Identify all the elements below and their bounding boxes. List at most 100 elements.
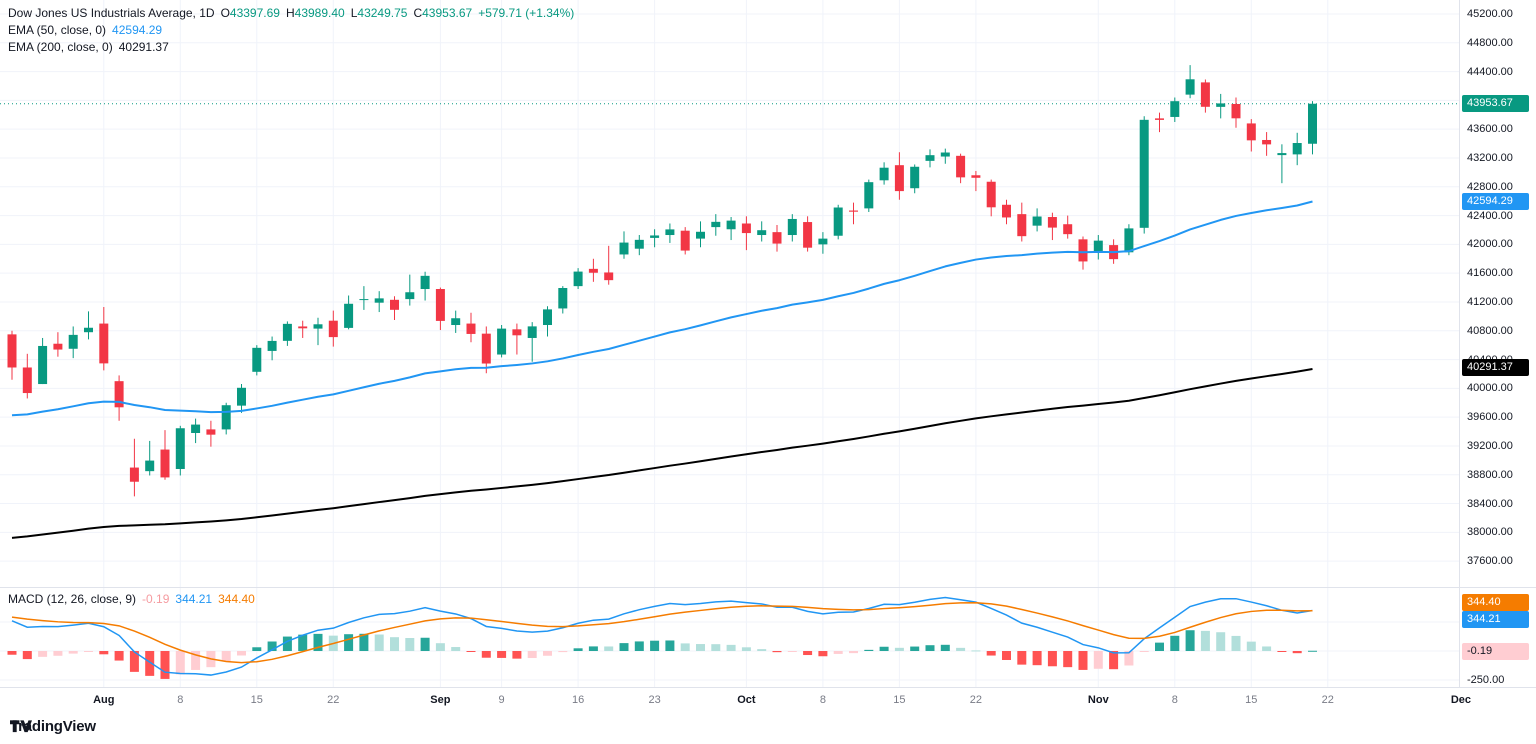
price-axis[interactable]: 43953.67 42594.29 40291.37 344.40 344.21… [1459, 0, 1536, 713]
macd-line-badge: 344.21 [1462, 611, 1529, 629]
macd-label: MACD (12, 26, close, 9) [8, 592, 137, 606]
candle [38, 345, 48, 385]
ema200-price-badge: 40291.37 [1462, 358, 1529, 376]
time-tick-label: 8 [1171, 694, 1178, 706]
candle [191, 424, 201, 434]
ema200-legend-row[interactable]: EMA (200, close, 0) 40291.37 [8, 39, 574, 56]
price-tick-label: 40000.00 [1467, 382, 1513, 395]
macd-tick-label: -250.00 [1467, 674, 1505, 686]
candle [803, 222, 813, 248]
candle [588, 268, 598, 273]
ema-200-line [11, 368, 1313, 539]
candle [711, 221, 721, 228]
candle [145, 460, 155, 472]
candle [53, 343, 63, 350]
time-tick-label: 8 [819, 694, 826, 706]
ema50-legend-row[interactable]: EMA (50, close, 0) 42594.29 [8, 22, 574, 39]
time-tick-label: Oct [737, 694, 756, 706]
candle [160, 449, 170, 478]
candle [420, 275, 430, 290]
macd-hist-value: -0.19 [142, 592, 170, 606]
candle [1017, 214, 1027, 237]
candle [1262, 139, 1272, 145]
pane-separator[interactable] [0, 587, 1536, 588]
candle [1047, 217, 1057, 228]
candle [114, 381, 124, 408]
candle [7, 334, 17, 368]
macd-hist-badge: -0.19 [1462, 642, 1529, 660]
candle [328, 320, 338, 338]
candle [129, 467, 139, 482]
ohlc-open: O 43397.69 [220, 6, 280, 20]
macd-line-value: 344.21 [175, 592, 213, 606]
candle [1292, 143, 1302, 155]
macd-histogram [7, 630, 1317, 679]
candle [466, 323, 476, 334]
ema-50-line [11, 200, 1313, 417]
candle [497, 328, 507, 355]
candle [267, 340, 277, 351]
macd-legend: MACD (12, 26, close, 9) -0.19 344.21 344… [8, 591, 255, 608]
time-tick-label: Aug [93, 694, 115, 706]
candle [435, 289, 445, 321]
candle [1139, 119, 1149, 228]
candle [22, 367, 32, 394]
symbol-legend-row[interactable]: Dow Jones US Industrials Average, 1D O 43… [8, 5, 574, 22]
candle [1078, 239, 1088, 262]
candle [237, 387, 246, 406]
candle [1277, 153, 1287, 156]
candle [1063, 224, 1073, 235]
time-axis[interactable]: Aug 8 15 22 Sep 9 16 23 Oct 8 15 22 Nov 8 15 22 Dec [0, 687, 1536, 714]
candle [405, 292, 415, 300]
macd-legend-row[interactable]: MACD (12, 26, close, 9) -0.19 344.21 344… [8, 591, 255, 608]
macd-signal-value: 344.40 [218, 592, 255, 606]
candle [558, 288, 568, 309]
candle [680, 230, 690, 251]
macd-line [11, 596, 1313, 676]
tradingview-logo[interactable]: TradingView [10, 718, 96, 735]
ohlc-low: L 43249.75 [350, 6, 408, 20]
candle [757, 230, 767, 236]
main-pane-canvas[interactable] [0, 0, 1459, 587]
main-grid [0, 0, 1459, 587]
candle [849, 210, 858, 212]
candle [1170, 101, 1180, 117]
candle [481, 333, 491, 364]
candle [741, 223, 751, 234]
time-tick-label: 22 [1321, 694, 1334, 706]
ema50-label: EMA (50, close, 0) [8, 23, 107, 37]
candle [221, 405, 231, 430]
candle [879, 167, 889, 181]
change-value: +579.71 (+1.34%) [478, 6, 575, 20]
ohlc-close: C 43953.67 [413, 6, 473, 20]
ema200-value: 40291.37 [118, 40, 169, 54]
price-tick-label: 42400.00 [1467, 209, 1513, 222]
candle [940, 152, 950, 157]
candle [726, 220, 736, 230]
ema200-label: EMA (200, close, 0) [8, 40, 113, 54]
time-tick-label: 8 [177, 694, 184, 706]
candle [573, 271, 583, 287]
candle [787, 218, 797, 236]
time-tick-label: Sep [430, 694, 451, 706]
candle [359, 299, 369, 301]
ohlc-high: H 43989.40 [285, 6, 345, 20]
candle [206, 429, 216, 435]
price-tick-label: 39600.00 [1467, 411, 1513, 424]
candle [894, 165, 904, 192]
candle [910, 166, 920, 189]
time-tick-label: 15 [1245, 694, 1258, 706]
candle [451, 318, 461, 326]
price-tick-label: 42800.00 [1467, 180, 1513, 193]
symbol-title: Dow Jones US Industrials Average, 1D [8, 6, 215, 20]
last-price-badge: 43953.67 [1462, 95, 1529, 113]
price-tick-label: 44800.00 [1467, 36, 1513, 49]
candle [1124, 228, 1134, 253]
time-tick-label: Nov [1087, 694, 1109, 706]
candle [1093, 240, 1103, 252]
macd-pane-canvas[interactable] [0, 587, 1459, 687]
time-tick-label: 9 [498, 694, 505, 706]
price-tick-label: 41600.00 [1467, 267, 1513, 280]
candle [772, 232, 782, 244]
candle [1200, 82, 1210, 107]
